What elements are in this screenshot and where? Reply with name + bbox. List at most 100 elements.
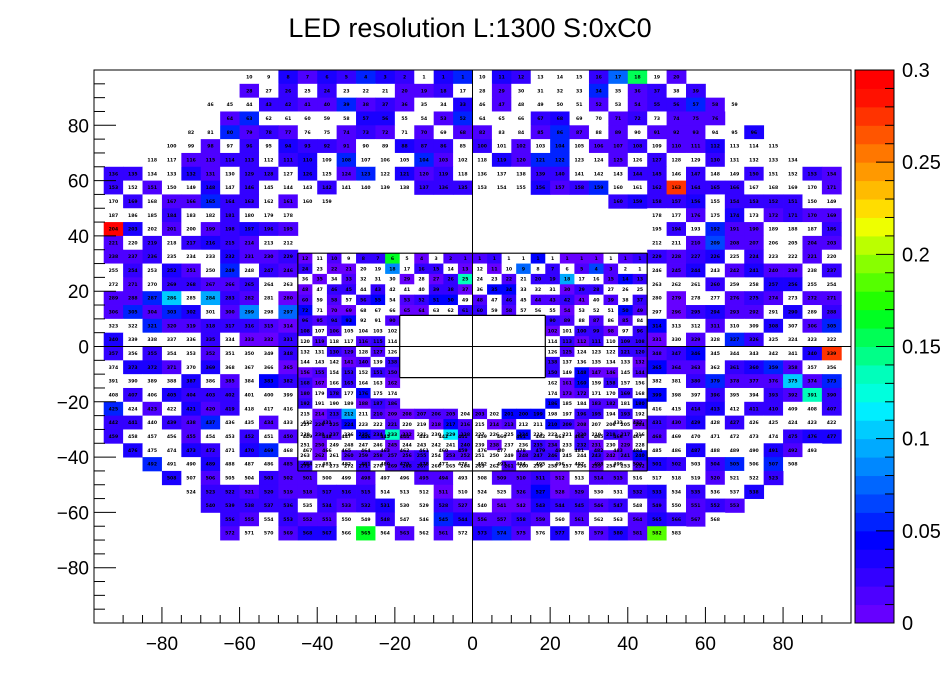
cell-label: 291: [769, 310, 779, 316]
cell-label: 542: [516, 503, 526, 509]
cell-label: 113: [562, 339, 572, 345]
heatmap-cell: [511, 125, 532, 140]
heatmap-cell: [103, 291, 124, 306]
heatmap-cell: [385, 253, 401, 264]
heatmap-cell: [530, 97, 551, 112]
heatmap-cell: [356, 263, 371, 275]
cell-label: 186: [128, 213, 138, 219]
heatmap-cell: [297, 419, 313, 430]
heatmap-cell: [443, 408, 459, 420]
heatmap-cell: [618, 387, 634, 399]
heatmap-cell: [821, 346, 842, 361]
heatmap-cell: [297, 377, 313, 389]
heatmap-cell: [647, 429, 668, 444]
heatmap-cell: [433, 470, 454, 486]
cell-label: 358: [788, 365, 798, 371]
cell-label: 237: [504, 443, 514, 449]
cell-label: 134: [147, 171, 157, 177]
colorbar-tick-label: 0.25: [902, 152, 941, 174]
colorbar-tick-label: 0.15: [902, 337, 941, 359]
cell-label: 324: [788, 337, 798, 343]
cell-label: 9: [522, 266, 525, 272]
heatmap-cell: [491, 498, 512, 513]
heatmap-cell: [326, 450, 342, 461]
heatmap-cell: [802, 222, 823, 237]
heatmap-cell: [574, 439, 590, 451]
cell-label: 204: [635, 422, 645, 428]
cell-label: 252: [460, 453, 470, 459]
heatmap-cell: [588, 367, 604, 379]
heatmap-cell: [705, 125, 726, 140]
heatmap-cell: [588, 512, 609, 527]
cell-label: 253: [147, 268, 157, 274]
cell-label: 357: [807, 365, 817, 371]
cell-label: 225: [504, 432, 514, 438]
cell-label: 102: [516, 144, 526, 150]
heatmap-cell: [588, 408, 604, 420]
cell-label: 500: [322, 475, 332, 481]
cell-label: 120: [300, 339, 310, 345]
heatmap-cell: [356, 273, 371, 285]
cell-label: 23: [491, 277, 497, 283]
heatmap-cell: [123, 249, 143, 264]
heatmap-cell: [258, 484, 279, 499]
heatmap-cell: [385, 450, 401, 461]
heatmap-cell: [341, 387, 357, 399]
heatmap-cell: [258, 125, 279, 140]
heatmap-cell: [161, 415, 182, 430]
cell-label: 436: [225, 420, 235, 426]
heatmap-cell: [297, 526, 318, 541]
heatmap-cell: [142, 305, 163, 320]
heatmap-cell: [530, 419, 546, 430]
heatmap-cell: [370, 408, 386, 420]
heatmap-cell: [385, 460, 401, 472]
heatmap-cell: [603, 377, 619, 389]
cell-label: 203: [827, 240, 837, 246]
heatmap-cell: [297, 470, 318, 486]
heatmap-cell: [317, 498, 338, 513]
cell-label: 459: [458, 448, 468, 454]
cell-label: 566: [342, 531, 352, 537]
cell-label: 248: [244, 268, 254, 274]
cell-label: 90: [389, 318, 395, 324]
heatmap-cell: [783, 457, 803, 472]
heatmap-cell: [326, 460, 342, 472]
cell-label: 160: [303, 199, 313, 205]
cell-label: 534: [322, 503, 332, 509]
heatmap-cell: [783, 387, 803, 403]
heatmap-cell: [783, 277, 803, 292]
heatmap-cell: [428, 439, 444, 451]
heatmap-cell: [278, 111, 299, 126]
heatmap-cell: [341, 419, 357, 430]
cell-label: 18: [440, 88, 446, 94]
cell-label: 249: [225, 268, 235, 274]
heatmap-cell: [618, 367, 634, 379]
cell-label: 38: [363, 102, 369, 108]
cell-label: 500: [633, 462, 643, 468]
heatmap-cell: [511, 180, 532, 195]
heatmap-cell: [666, 360, 687, 375]
heatmap-cell: [103, 277, 124, 292]
cell-label: 332: [264, 337, 274, 343]
cell-label: 479: [400, 462, 410, 468]
cell-label: 29: [578, 287, 584, 293]
heatmap-cell: [511, 97, 532, 112]
cell-label: 187: [807, 227, 817, 233]
cell-label: 140: [359, 360, 369, 366]
cell-label: 119: [315, 339, 325, 345]
cell-label: 132: [749, 157, 759, 163]
heatmap-cell: [258, 291, 279, 306]
heatmap-cell: [627, 526, 648, 541]
cell-label: 168: [635, 391, 645, 397]
cell-label: 57: [693, 102, 699, 108]
cell-label: 581: [633, 531, 643, 537]
cell-label: 467: [303, 448, 313, 454]
heatmap-cell: [491, 125, 512, 140]
heatmap-cell: [632, 367, 648, 379]
heatmap-cell: [123, 263, 143, 278]
cell-label: 144: [635, 370, 645, 376]
heatmap-cell: [453, 484, 473, 499]
heatmap-cell: [414, 83, 435, 99]
cell-label: 455: [186, 434, 196, 440]
cell-label: 251: [300, 443, 310, 449]
